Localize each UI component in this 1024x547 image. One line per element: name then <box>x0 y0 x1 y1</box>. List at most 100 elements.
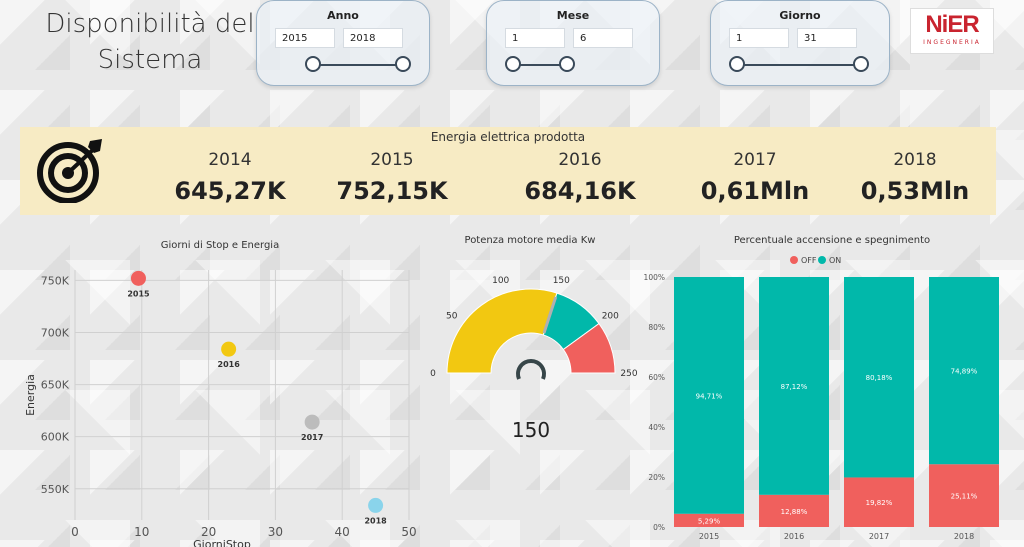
bar-2015-ON <box>674 277 744 514</box>
logo-text: NiER <box>925 11 979 38</box>
bar-2016-ON <box>759 277 829 495</box>
gauge-needle <box>542 296 558 334</box>
page-title: Disponibilità del Sistema <box>45 9 255 75</box>
scatter-y-tick-label: 700K <box>41 327 70 340</box>
gauge-tick-label: 200 <box>602 311 619 321</box>
kpi-value-2016: 684,16K <box>524 177 636 205</box>
scatter-point-label: 2017 <box>301 433 323 442</box>
bar-x-tick-label: 2016 <box>784 532 804 541</box>
scatter-x-tick-label: 0 <box>71 525 79 539</box>
bar-x-tick-label: 2017 <box>869 532 889 541</box>
mese-slider-end-handle[interactable] <box>559 56 575 72</box>
giorno-slider-end-handle[interactable] <box>853 56 869 72</box>
gauge-tick-label: 250 <box>620 369 637 379</box>
scatter-point-2017 <box>304 414 320 430</box>
bar-data-label: 74,89% <box>951 368 978 376</box>
anno-from-input[interactable]: 2015 <box>275 28 335 48</box>
kpi-year-2017: 2017 <box>733 150 777 170</box>
bar-2017-ON <box>844 277 914 478</box>
kpi-value-2014: 645,27K <box>174 177 286 205</box>
slicer-giorno-label: Giorno <box>779 9 821 22</box>
gauge-tick-label: 150 <box>553 276 570 286</box>
kpi-year-2014: 2014 <box>208 150 252 170</box>
scatter-point-label: 2015 <box>127 289 150 298</box>
bar-data-label: 19,82% <box>866 499 893 507</box>
stacked-bar-chart[interactable]: OFF ON 0% 20% 40% 60% 80% 100% 5,29% 94,71% 2015 12… <box>640 230 1024 547</box>
bar-2016-OFF <box>759 494 829 527</box>
giorno-slider-start-handle[interactable] <box>729 56 745 72</box>
bar-y-tick-label: 20% <box>648 473 665 482</box>
bar-y-tick-label: 0% <box>653 523 665 532</box>
gauge-band-0 <box>446 288 558 374</box>
bar-data-label: 80,18% <box>866 374 893 382</box>
bar-data-label: 5,29% <box>698 517 721 525</box>
scatter-x-tick-label: 10 <box>134 525 149 539</box>
bar-x-tick-label: 2018 <box>954 532 974 541</box>
scatter-y-tick-label: 550K <box>41 483 70 496</box>
gauge-visual[interactable]: Potenza motore media Kw 0 50 100 150 200 250 1… <box>420 230 640 547</box>
scatter-point-label: 2016 <box>218 360 241 369</box>
bar-title: Percentuale accensione e spegnimento <box>733 235 931 246</box>
slicer-anno-label: Anno <box>327 9 359 22</box>
scatter-x-tick-label: 50 <box>401 525 416 539</box>
bar-legend-marker-ON <box>818 256 826 264</box>
energy-kpi-band: Energia elettrica prodotta 2014 645,27K … <box>20 127 996 215</box>
scatter-x-tick-label: 30 <box>268 525 283 539</box>
mese-to-input[interactable]: 6 <box>573 28 633 48</box>
scatter-y-tick-label: 600K <box>41 431 70 444</box>
gauge-chart[interactable]: 0 50 100 150 200 250 150 <box>420 230 640 547</box>
scatter-y-tick-label: 750K <box>41 274 70 287</box>
kpi-value-2015: 752,15K <box>336 177 448 205</box>
bar-2018-ON <box>929 277 999 465</box>
giorno-to-input[interactable]: 31 <box>797 28 857 48</box>
bar-x-tick-label: 2015 <box>699 532 719 541</box>
kpi-value-2017: 0,61Mln <box>700 177 810 205</box>
scatter-x-tick-label: 40 <box>335 525 350 539</box>
bar-visual[interactable]: Percentuale accensione e spegnimento OFF… <box>640 230 1024 547</box>
bar-y-tick-label: 100% <box>644 273 665 282</box>
kpi-value-2018: 0,53Mln <box>860 177 970 205</box>
bar-data-label: 87,12% <box>781 383 808 391</box>
scatter-point-2018 <box>368 497 384 513</box>
gauge-tick-label: 50 <box>446 311 458 321</box>
slicer-mese[interactable]: Mese 1 6 <box>486 0 660 86</box>
gauge-hub <box>516 359 546 380</box>
bar-data-label: 12,88% <box>781 508 808 516</box>
anno-slider-start-handle[interactable] <box>305 56 321 72</box>
gauge-tick-label: 100 <box>492 276 509 286</box>
scatter-y-tick-label: 650K <box>41 379 70 392</box>
anno-slider-end-handle[interactable] <box>395 56 411 72</box>
gauge-band-2 <box>562 322 616 374</box>
scatter-point-label: 2018 <box>364 516 387 525</box>
logo-subtext: INGEGNERIA <box>923 39 981 46</box>
scatter-point-2016 <box>221 341 237 357</box>
anno-slider-track[interactable] <box>313 64 405 66</box>
scatter-visual[interactable]: Giorni di Stop e Energia 0 10 20 30 40 50 550K… <box>20 230 420 547</box>
bar-data-label: 25,11% <box>951 493 978 501</box>
gauge-tick-label: 0 <box>430 369 436 379</box>
bar-2017-OFF <box>844 477 914 527</box>
slicer-giorno[interactable]: Giorno 1 31 <box>710 0 890 86</box>
bar-data-label: 94,71% <box>696 392 723 400</box>
bar-legend-label: OFF <box>801 256 817 265</box>
scatter-chart[interactable]: 0 10 20 30 40 50 550K 600K 650K 700K 750K GiorniSto… <box>20 230 420 547</box>
bar-y-tick-label: 40% <box>648 423 665 432</box>
anno-to-input[interactable]: 2018 <box>343 28 403 48</box>
bar-legend-label: ON <box>829 256 841 265</box>
mese-from-input[interactable]: 1 <box>505 28 565 48</box>
bar-2018-OFF <box>929 464 999 527</box>
scatter-x-tick-label: 20 <box>201 525 216 539</box>
scatter-point-2015 <box>130 270 146 286</box>
giorno-slider-track[interactable] <box>737 64 863 66</box>
gauge-title: Potenza motore media Kw <box>464 235 596 246</box>
slicer-mese-label: Mese <box>556 9 590 22</box>
bar-legend-marker-OFF <box>790 256 798 264</box>
giorno-from-input[interactable]: 1 <box>729 28 789 48</box>
mese-slider-start-handle[interactable] <box>505 56 521 72</box>
company-logo: NiER INGEGNERIA <box>910 8 994 54</box>
scatter-x-axis-label: GiorniStop <box>193 538 251 547</box>
scatter-title: Giorni di Stop e Energia <box>160 240 280 251</box>
mese-slider-track[interactable] <box>513 64 569 66</box>
bar-2015-OFF <box>674 513 744 527</box>
slicer-anno[interactable]: Anno 2015 2018 <box>256 0 430 86</box>
